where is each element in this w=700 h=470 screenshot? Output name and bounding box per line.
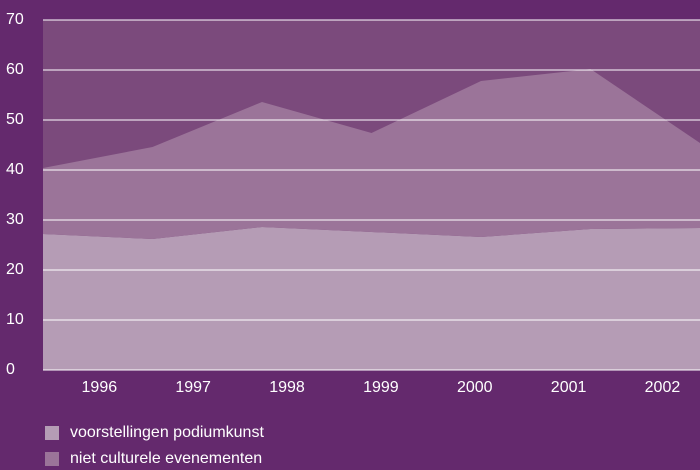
x-tick-label: 1996: [82, 379, 118, 396]
x-tick-label: 1999: [363, 379, 399, 396]
x-tick-label: 2002: [645, 379, 681, 396]
legend-swatch: [45, 452, 59, 466]
legend-swatch: [45, 426, 59, 440]
x-tick-label: 2001: [551, 379, 587, 396]
area: [43, 227, 700, 370]
y-tick-label: 70: [6, 11, 24, 28]
x-tick-label: 1997: [175, 379, 211, 396]
y-tick-label: 40: [6, 161, 24, 178]
area: [43, 69, 700, 239]
y-tick-label: 10: [6, 311, 24, 328]
y-tick-label: 50: [6, 111, 24, 128]
x-tick-label: 1998: [269, 379, 305, 396]
x-tick-label: 2000: [457, 379, 493, 396]
y-tick-label: 20: [6, 261, 24, 278]
y-tick-label: 30: [6, 211, 24, 228]
y-tick-label: 60: [6, 61, 24, 78]
legend-label: niet culturele evenementen: [70, 450, 262, 467]
y-tick-label: 0: [6, 361, 15, 378]
legend-label: voorstellingen podiumkunst: [70, 424, 264, 441]
